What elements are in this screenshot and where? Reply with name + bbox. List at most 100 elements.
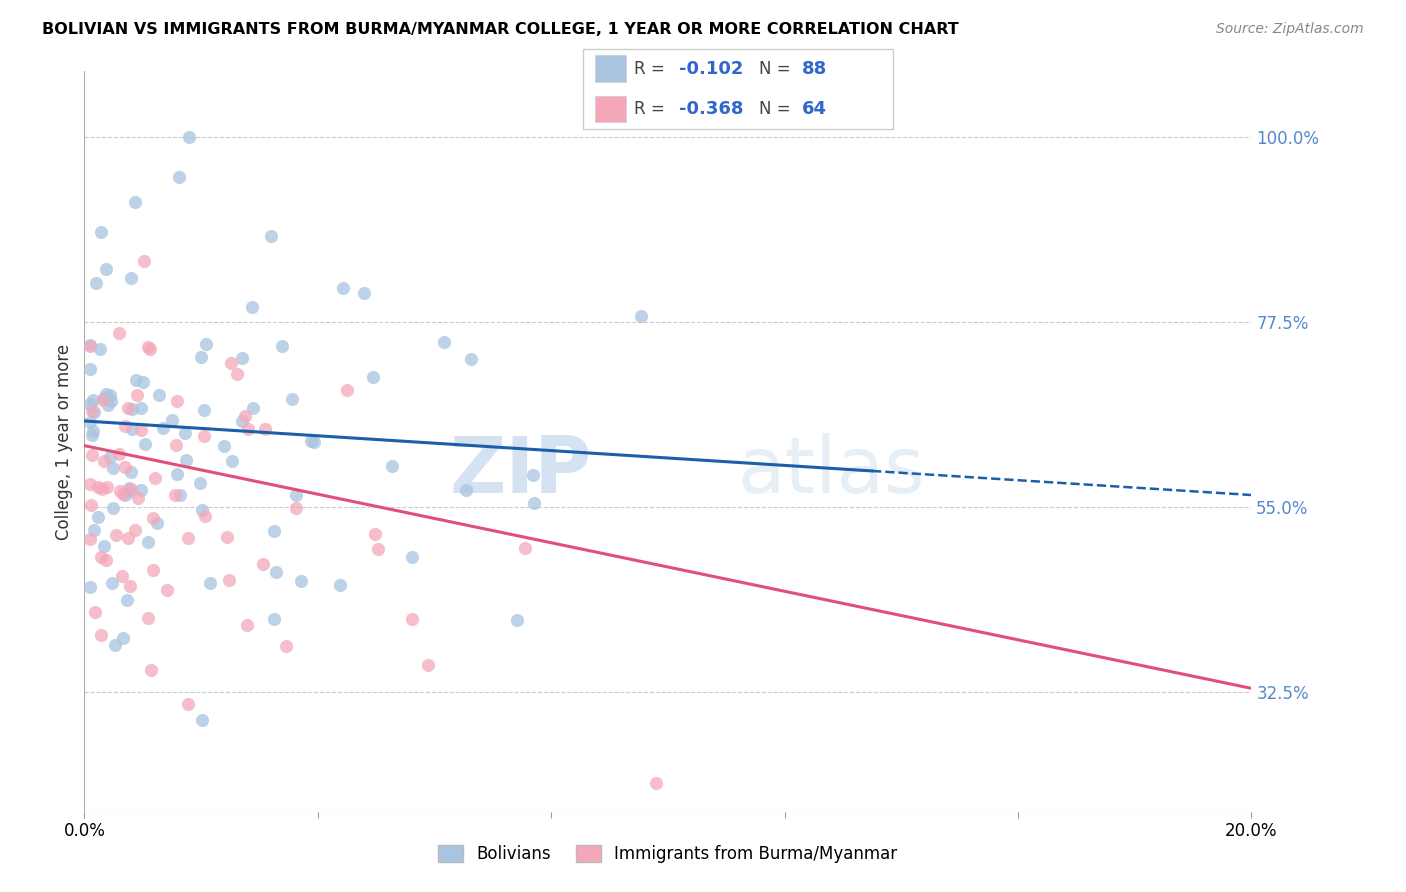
Point <box>138 611 160 625</box>
Point <box>90 550 112 565</box>
Text: -0.102: -0.102 <box>679 60 744 78</box>
Point <box>114 418 136 433</box>
Point <box>108 484 131 499</box>
Text: 64: 64 <box>801 100 827 118</box>
Point <box>93 454 115 468</box>
Point <box>134 437 156 451</box>
Point <box>104 638 127 652</box>
Point <box>188 475 211 490</box>
Point <box>225 367 247 381</box>
Point <box>79 338 101 352</box>
Point <box>111 487 134 501</box>
Point <box>124 524 146 538</box>
Point <box>79 476 101 491</box>
Point <box>177 697 200 711</box>
Point <box>221 454 243 468</box>
Point <box>233 409 256 424</box>
Point <box>364 527 387 541</box>
Point <box>215 530 238 544</box>
Point <box>82 424 104 438</box>
Point <box>120 465 142 479</box>
Point <box>86 510 108 524</box>
Point <box>117 481 139 495</box>
Point <box>240 300 263 314</box>
Point <box>506 613 529 627</box>
Point <box>190 503 212 517</box>
Point <box>276 639 298 653</box>
Y-axis label: College, 1 year or more: College, 1 year or more <box>55 343 73 540</box>
Text: ZIP: ZIP <box>450 434 592 509</box>
Point <box>142 510 165 524</box>
Point <box>142 563 165 577</box>
Point <box>121 422 143 436</box>
Point <box>329 578 352 592</box>
Point <box>401 549 423 564</box>
Point <box>105 528 128 542</box>
Point <box>630 309 652 323</box>
Point <box>353 286 375 301</box>
Point <box>165 438 187 452</box>
Point <box>84 605 107 619</box>
Point <box>254 422 277 436</box>
Point <box>219 356 242 370</box>
Point <box>84 276 107 290</box>
Point <box>80 499 103 513</box>
Point <box>98 388 121 402</box>
Point <box>367 541 389 556</box>
Point <box>231 351 253 365</box>
Point <box>132 253 155 268</box>
Text: N =: N = <box>759 100 796 118</box>
Point <box>94 262 117 277</box>
Point <box>231 414 253 428</box>
Point <box>523 496 546 510</box>
Point <box>125 373 148 387</box>
Point <box>97 398 120 412</box>
Point <box>193 428 215 442</box>
Point <box>120 270 142 285</box>
Point <box>363 369 385 384</box>
Point <box>235 618 257 632</box>
Point <box>120 579 142 593</box>
Point <box>336 384 359 398</box>
Point <box>90 225 112 239</box>
Point <box>299 434 322 448</box>
Point <box>121 401 143 416</box>
Point <box>433 334 456 349</box>
Point <box>148 387 170 401</box>
Point <box>332 280 354 294</box>
Point <box>83 405 105 419</box>
Text: R =: R = <box>634 60 671 78</box>
Point <box>281 392 304 406</box>
Point <box>146 516 169 531</box>
Point <box>101 460 124 475</box>
Point <box>263 524 285 539</box>
Point <box>111 632 134 646</box>
Point <box>190 350 212 364</box>
Point <box>86 480 108 494</box>
Point <box>513 541 536 556</box>
Point <box>90 482 112 496</box>
Text: atlas: atlas <box>738 434 925 509</box>
Point <box>124 195 146 210</box>
Point <box>160 413 183 427</box>
Point <box>194 508 217 523</box>
Point <box>302 434 325 449</box>
Point <box>193 403 215 417</box>
Point <box>131 401 153 416</box>
Point <box>260 228 283 243</box>
Point <box>118 484 141 499</box>
Legend: Bolivians, Immigrants from Burma/Myanmar: Bolivians, Immigrants from Burma/Myanmar <box>432 838 904 870</box>
Point <box>173 425 195 440</box>
Point <box>236 422 259 436</box>
Point <box>381 459 404 474</box>
Point <box>264 566 287 580</box>
Point <box>79 397 101 411</box>
Point <box>460 351 482 366</box>
Text: -0.368: -0.368 <box>679 100 744 118</box>
Point <box>115 592 138 607</box>
Point <box>120 482 142 496</box>
Text: 88: 88 <box>801 60 827 78</box>
Point <box>83 523 105 537</box>
Point <box>89 342 111 356</box>
Text: R =: R = <box>634 100 671 118</box>
